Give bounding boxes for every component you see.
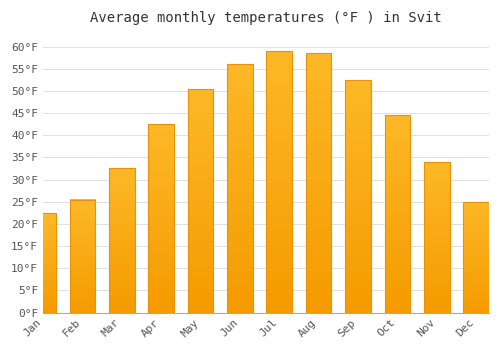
- Bar: [148, 124, 174, 313]
- Bar: [227, 64, 252, 313]
- Bar: [70, 199, 95, 313]
- Bar: [306, 53, 332, 313]
- Bar: [266, 51, 292, 313]
- Bar: [424, 162, 450, 313]
- Bar: [424, 162, 450, 313]
- Bar: [384, 115, 410, 313]
- Title: Average monthly temperatures (°F ) in Svit: Average monthly temperatures (°F ) in Sv…: [90, 11, 442, 25]
- Bar: [188, 89, 214, 313]
- Bar: [345, 80, 371, 313]
- Bar: [464, 202, 489, 313]
- Bar: [70, 199, 95, 313]
- Bar: [384, 115, 410, 313]
- Bar: [464, 202, 489, 313]
- Bar: [30, 213, 56, 313]
- Bar: [109, 168, 134, 313]
- Bar: [266, 51, 292, 313]
- Bar: [109, 168, 134, 313]
- Bar: [227, 64, 252, 313]
- Bar: [345, 80, 371, 313]
- Bar: [306, 53, 332, 313]
- Bar: [188, 89, 214, 313]
- Bar: [148, 124, 174, 313]
- Bar: [30, 213, 56, 313]
